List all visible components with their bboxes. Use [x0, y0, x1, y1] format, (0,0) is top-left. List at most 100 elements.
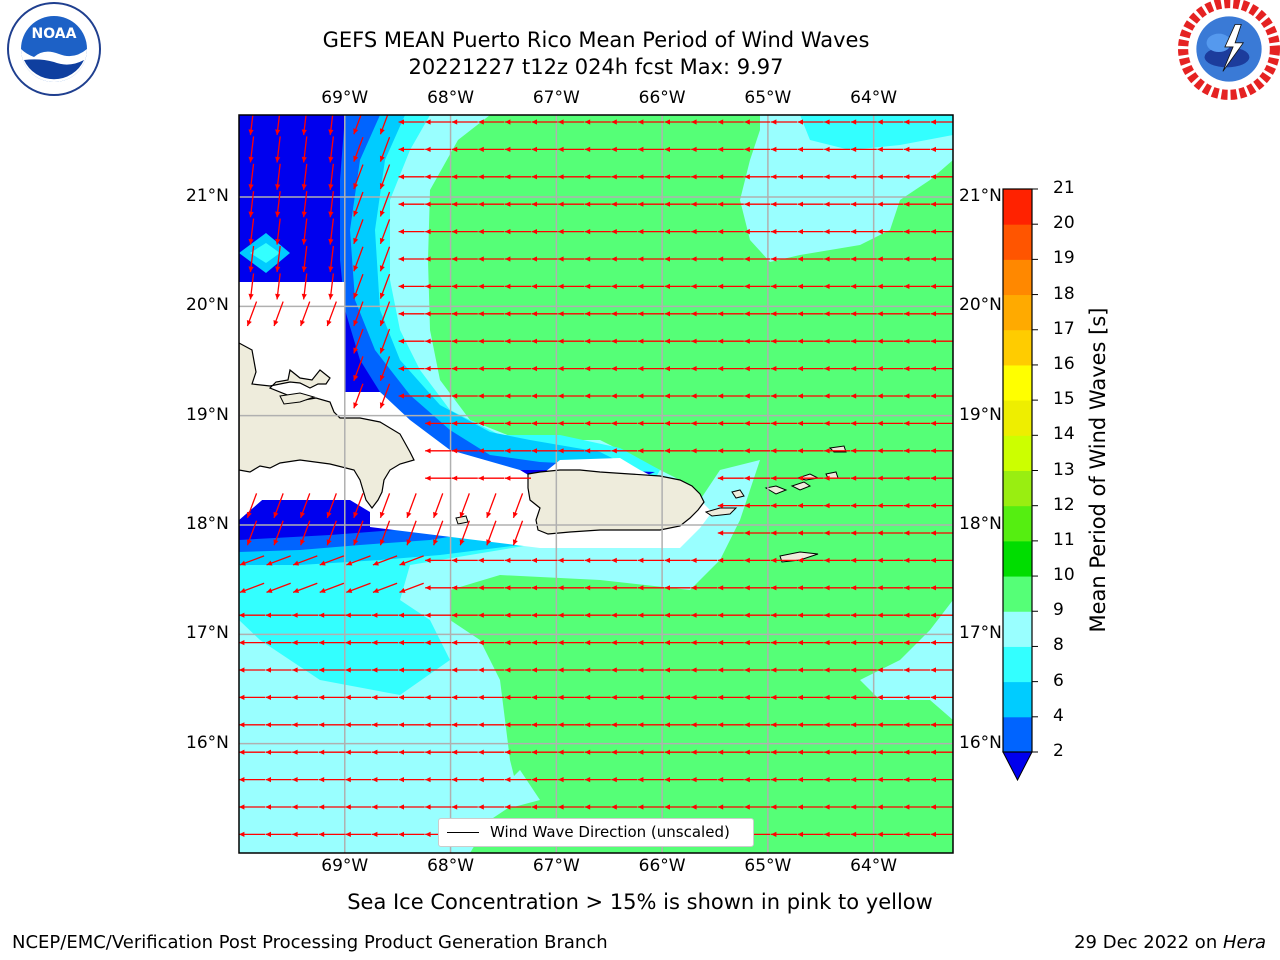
wind-arrow-head: [691, 338, 697, 344]
wind-arrow-head: [265, 639, 272, 646]
wind-arrow-head: [239, 560, 246, 566]
wind-arrow-head: [300, 539, 305, 546]
wind-arrow-head: [611, 776, 617, 783]
colorbar-tick-label: 6: [1053, 670, 1064, 691]
wind-arrow-head: [850, 557, 857, 564]
wind-arrow-head: [850, 201, 857, 207]
wind-arrow-head: [611, 365, 617, 372]
wind-arrow-head: [744, 776, 750, 783]
lon-label-bottom: 68°W: [427, 856, 475, 876]
wind-arrow-head: [638, 639, 644, 646]
wind-arrow-head: [398, 612, 405, 618]
wind-arrow-head: [531, 557, 538, 564]
wind-arrow-head: [638, 557, 644, 564]
wind-arrow-head: [638, 667, 644, 673]
wind-arrow-head: [930, 804, 937, 810]
wind-arrow-head: [771, 639, 777, 646]
wind-arrow-head: [266, 560, 273, 566]
colorbar-segment: [1003, 224, 1032, 260]
field-patch-inner: [250, 243, 280, 263]
wind-arrow-head: [398, 256, 405, 262]
field-se-cyan: [860, 600, 953, 720]
wind-arrow-head: [451, 585, 458, 591]
wind-arrow-head: [318, 722, 325, 728]
wind-arrow-head: [478, 694, 484, 701]
wind-arrow-head: [850, 749, 857, 755]
wind-arrow-head: [664, 174, 671, 180]
wind-arrow-head: [505, 776, 511, 783]
lat-label-right: 18°N: [959, 514, 1002, 534]
wind-arrow-head: [797, 201, 804, 207]
wind-arrow-head: [717, 201, 724, 207]
wind-arrow-head: [638, 804, 644, 810]
wind-arrow-head: [797, 365, 804, 372]
wind-arrow-head: [930, 694, 937, 701]
wind-arrow-head: [611, 283, 617, 290]
wind-arrow-head: [638, 722, 644, 728]
wind-arrow-head: [505, 174, 511, 180]
wind-arrow-head: [558, 228, 564, 235]
wind-arrow-head: [638, 311, 644, 317]
wind-arrow-head: [584, 119, 591, 125]
wind-arrow-head: [505, 338, 511, 344]
wind-arrow-head: [531, 283, 538, 290]
colorbar-segment: [1003, 646, 1032, 683]
wind-arrow-head: [345, 776, 351, 783]
wind-arrow-head: [379, 128, 385, 135]
wind-arrow-head: [425, 448, 431, 454]
wind-arrow-head: [451, 722, 458, 728]
wind-arrow-head: [638, 283, 644, 290]
wind-arrow-head: [451, 119, 458, 125]
wind-arrow-head: [691, 228, 697, 235]
wind-arrow-head: [850, 530, 857, 536]
wind-arrow-head: [531, 749, 538, 755]
wind-arrow-head: [531, 174, 538, 180]
wind-arrow-head: [505, 475, 511, 481]
wind-arrow-head: [379, 374, 385, 381]
wind-arrow-head: [345, 831, 351, 838]
wind-arrow-head: [451, 475, 458, 481]
wind-arrow-head: [850, 146, 857, 153]
wind-arrow-head: [459, 511, 465, 518]
wind-arrow-head: [850, 776, 857, 783]
wind-arrow-head: [326, 539, 332, 546]
wind-arrow-head: [717, 776, 724, 783]
wind-arrow-head: [379, 210, 385, 217]
wind-arrow-head: [584, 146, 591, 153]
map-frame: [238, 114, 954, 854]
noaa-logo: NOAA: [7, 2, 101, 96]
wind-arrow-head: [771, 420, 777, 427]
colorbar-segment: [1003, 400, 1032, 436]
wind-arrow-head: [638, 694, 644, 701]
wind-arrow-head: [930, 393, 937, 399]
wind-arrow-head: [744, 530, 750, 536]
wind-arrow-head: [638, 256, 644, 262]
wind-arrow-head: [904, 612, 910, 618]
colorbar-tick-label: 18: [1053, 283, 1075, 304]
wind-arrow-head: [505, 393, 511, 399]
wind-arrow-head: [797, 585, 804, 591]
wind-arrow-head: [558, 694, 564, 701]
wind-arrow-head: [451, 201, 458, 207]
wind-arrow-head: [425, 228, 431, 235]
wind-arrow-head: [824, 119, 830, 125]
wind-arrow-head: [638, 448, 644, 454]
wind-arrow-head: [328, 238, 334, 245]
wind-arrow-head: [318, 749, 325, 755]
wind-arrow-head: [265, 804, 272, 810]
wind-arrow-head: [797, 475, 804, 481]
wind-arrow-head: [584, 228, 591, 235]
wind-arrow-head: [505, 256, 511, 262]
wind-arrow-head: [372, 804, 378, 810]
wind-arrow-head: [275, 238, 281, 245]
wind-arrow-head: [478, 776, 484, 783]
wind-arrow-head: [353, 347, 359, 354]
wind-arrow-head: [797, 228, 804, 235]
wind-arrow-head: [584, 639, 591, 646]
wind-arrow-head: [824, 612, 830, 618]
wind-arrow-head: [877, 283, 883, 290]
colorbar-segment: [1003, 189, 1032, 225]
wind-arrow-head: [930, 174, 937, 180]
wind-arrow-head: [478, 448, 484, 454]
